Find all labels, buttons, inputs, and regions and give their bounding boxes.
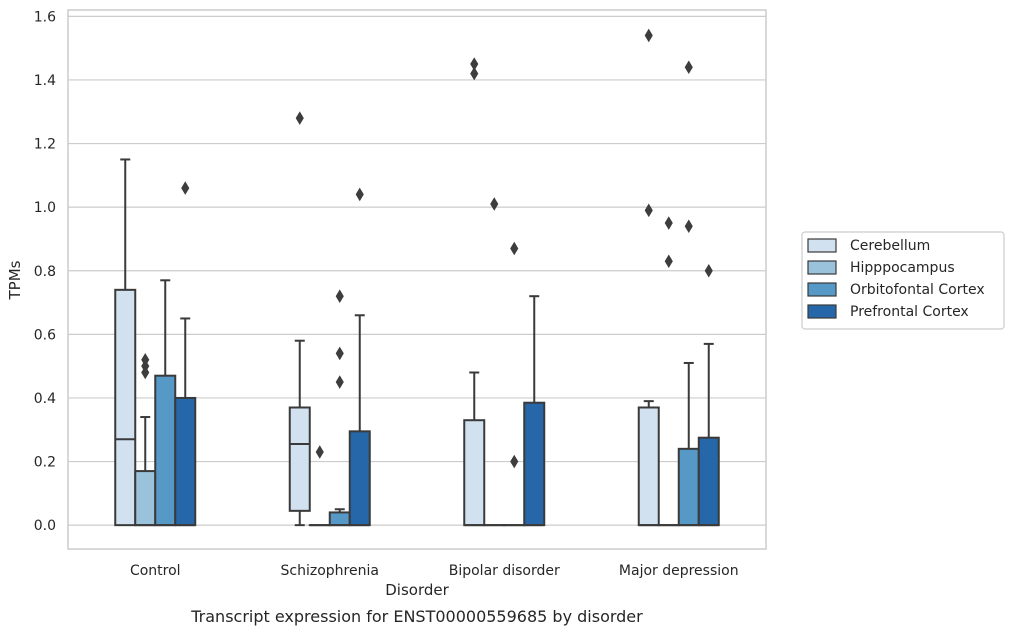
box-body — [328, 511, 351, 527]
x-tick-label: Control — [130, 563, 181, 579]
outlier-point — [181, 181, 190, 195]
outlier-point — [644, 203, 653, 218]
box-body — [697, 436, 720, 527]
outlier-point — [470, 66, 479, 81]
box-cerebellum — [114, 158, 137, 527]
box-body — [637, 406, 660, 527]
outlier-point — [335, 375, 344, 389]
outlier-point — [141, 353, 150, 367]
outlier-point — [335, 289, 344, 303]
outlier-point — [510, 454, 519, 469]
y-tick-label: 1.0 — [34, 200, 56, 216]
box-hipppocampus — [134, 353, 157, 527]
outlier-point — [510, 241, 519, 256]
box-body — [134, 470, 157, 527]
outlier-point — [684, 60, 693, 75]
y-tick-label: 0.6 — [34, 327, 56, 343]
box-body — [348, 430, 371, 527]
y-tick-label: 0.0 — [34, 518, 56, 534]
outlier-point — [664, 216, 673, 230]
box-cerebellum — [637, 28, 660, 527]
legend-swatch — [807, 260, 837, 275]
outlier-point — [355, 187, 364, 202]
legend-swatch — [807, 304, 837, 319]
outlier-point — [315, 445, 324, 459]
box-body — [174, 396, 197, 527]
box-orbitofontal-cortex — [154, 279, 177, 527]
box-orbitofontal-cortex — [328, 289, 351, 527]
box-cerebellum — [463, 57, 486, 527]
box-prefrontal-cortex — [697, 263, 720, 527]
y-tick-label: 0.8 — [34, 264, 56, 280]
outlier-point — [704, 263, 713, 278]
legend: Cerebellum Hipppocampus Orbitofontal Corte… — [801, 231, 1005, 330]
legend-swatch — [807, 282, 837, 297]
outlier-point — [295, 111, 304, 125]
axes: 0.0 0.2 0.4 0.6 0.8 1.0 1.2 1.4 1.6 Control Schizo… — [34, 9, 767, 579]
outlier-point — [335, 346, 344, 361]
y-tick-label: 1.2 — [34, 137, 56, 153]
box-hipppocampus — [483, 197, 506, 527]
plot-frame — [67, 9, 767, 550]
y-axis-label: TPMs — [6, 260, 24, 300]
box-prefrontal-cortex — [174, 181, 197, 527]
legend-label: Cerebellum — [850, 238, 930, 254]
y-tick-label: 0.2 — [34, 455, 56, 471]
box-marks — [114, 28, 720, 527]
box-hipppocampus — [308, 445, 331, 527]
legend-box — [801, 231, 1005, 330]
x-tick-label: Schizophrenia — [281, 563, 379, 579]
y-tick-label: 1.4 — [34, 73, 56, 89]
box-body — [523, 401, 546, 527]
box-prefrontal-cortex — [348, 187, 371, 527]
box-orbitofontal-cortex — [677, 60, 700, 527]
outlier-point — [664, 254, 673, 268]
y-tick-label: 0.4 — [34, 391, 56, 407]
outlier-point — [470, 57, 479, 71]
legend-label: Hipppocampus — [850, 260, 955, 276]
outlier-point — [490, 197, 499, 211]
box-prefrontal-cortex — [523, 295, 546, 527]
y-tick-label: 1.6 — [34, 9, 56, 25]
box-body — [677, 447, 700, 527]
outlier-point — [684, 219, 693, 234]
box-body — [463, 419, 486, 527]
box-body — [114, 288, 137, 527]
box-body — [154, 374, 177, 527]
x-axis-label: Disorder — [385, 581, 449, 599]
box-hipppocampus — [657, 216, 680, 527]
legend-label: Orbitofontal Cortex — [850, 282, 985, 298]
legend-swatch — [807, 238, 837, 253]
box-body — [288, 406, 311, 512]
x-tick-label: Major depression — [619, 563, 739, 579]
box-cerebellum — [288, 111, 311, 527]
legend-label: Prefrontal Cortex — [850, 304, 969, 320]
outlier-point — [644, 28, 653, 43]
x-tick-label: Bipolar disorder — [449, 563, 560, 579]
figure-caption: Transcript expression for ENST0000055968… — [190, 607, 643, 626]
box-orbitofontal-cortex — [503, 241, 526, 527]
